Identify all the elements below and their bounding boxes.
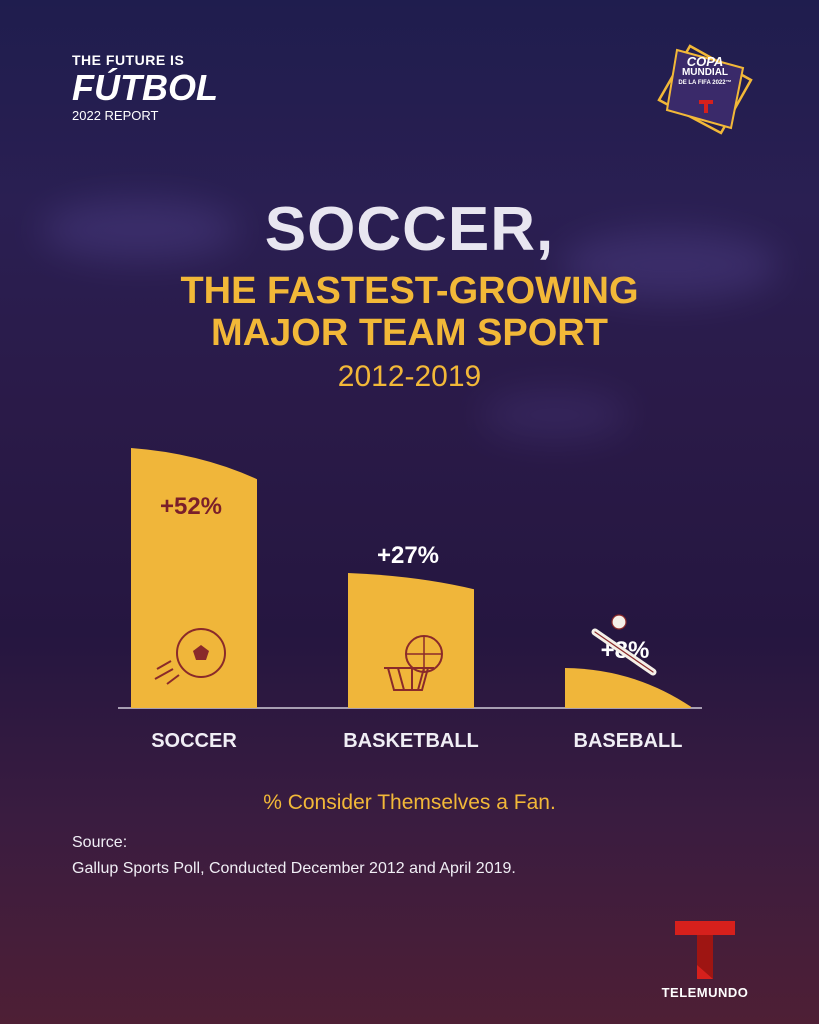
- x-label-soccer: SOCCER: [151, 730, 237, 752]
- baseball-icon: [611, 614, 627, 630]
- source-text: Gallup Sports Poll, Conducted December 2…: [72, 860, 516, 877]
- headline-main: SOCCER,: [264, 195, 555, 264]
- brand-title: FÚTBOL: [72, 67, 218, 108]
- cup-logo-line1: COPA: [686, 54, 724, 69]
- chart-caption: % Consider Themselves a Fan.: [263, 791, 556, 814]
- headline-sub-line1: THE FASTEST-GROWING: [180, 270, 639, 312]
- x-label-basketball: BASKETBALL: [343, 730, 479, 752]
- soccer-ball-icon: [176, 628, 226, 678]
- bat-outline: [594, 631, 654, 673]
- headline-sub-line2: MAJOR TEAM SPORT: [211, 312, 608, 354]
- headline-sub: THE FASTEST-GROWING MAJOR TEAM SPORT: [0, 270, 819, 354]
- telemundo-name: TELEMUNDO: [661, 985, 749, 1000]
- basketball-seams: [406, 636, 442, 672]
- speed-lines: [154, 660, 180, 685]
- value-label-basketball: +27%: [377, 542, 439, 569]
- telemundo-logo: TELEMUNDO: [655, 915, 755, 1005]
- brand-tagline: THE FUTURE IS: [72, 52, 185, 68]
- headline-years: 2012-2019: [337, 360, 482, 393]
- source-note: Source: Gallup Sports Poll, Conducted De…: [72, 830, 516, 882]
- copa-mundial-logo: COPA MUNDIAL DE LA FIFA 2022™: [655, 42, 755, 137]
- report-brand: THE FUTURE IS FÚTBOL 2022 REPORT: [72, 52, 218, 123]
- x-label-baseball: BASEBALL: [573, 730, 683, 752]
- bar-soccer: [131, 448, 257, 708]
- value-label-soccer: +52%: [160, 493, 222, 520]
- cup-logo-line3: DE LA FIFA 2022™: [678, 80, 732, 86]
- cup-logo-line2: MUNDIAL: [681, 67, 729, 78]
- brand-subtitle: 2022 REPORT: [72, 108, 159, 123]
- bar-baseball: [565, 668, 691, 708]
- source-label: Source:: [72, 834, 128, 851]
- soccer-ball-pentagon: [193, 645, 209, 660]
- hoop-net-icon: [384, 667, 434, 691]
